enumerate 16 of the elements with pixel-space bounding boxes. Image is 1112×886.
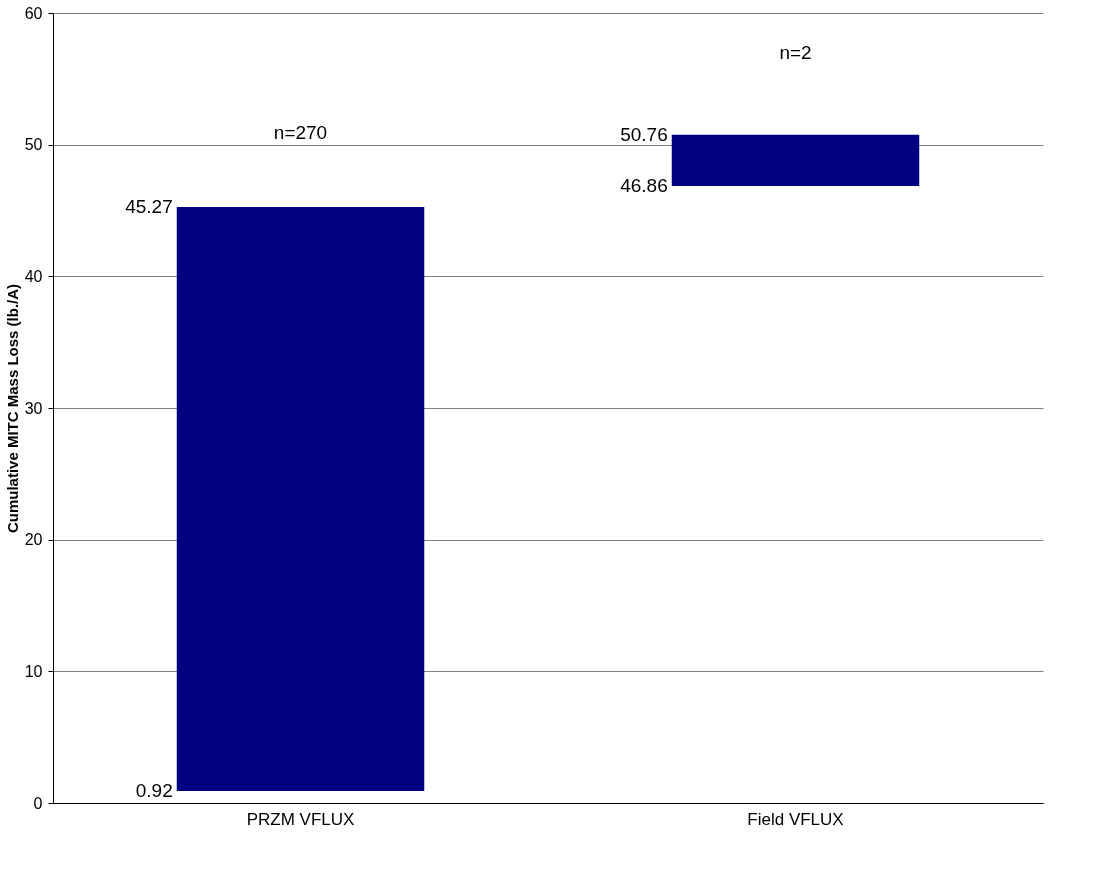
y-tick-label: 60 xyxy=(24,4,43,22)
annotation: n=2 xyxy=(779,42,812,63)
y-tick-label: 20 xyxy=(24,531,43,549)
x-tick-label: PRZM VFLUX xyxy=(246,809,355,829)
y-tick-label: 10 xyxy=(24,662,43,680)
y-tick-label: 30 xyxy=(24,399,43,417)
annotation: 50.76 xyxy=(620,123,668,145)
x-tick-label: Field VFLUX xyxy=(747,809,844,829)
annotation: 46.86 xyxy=(620,175,668,197)
y-tick-label: 0 xyxy=(33,794,43,812)
y-tick-label: 50 xyxy=(24,136,43,154)
y-axis-title: Cumulative MITC Mass Loss (lb./A) xyxy=(3,283,21,534)
annotation: 0.92 xyxy=(135,779,173,801)
annotation: 45.27 xyxy=(125,195,173,217)
y-tick-label: 40 xyxy=(24,267,43,285)
annotation: n=270 xyxy=(273,122,328,143)
